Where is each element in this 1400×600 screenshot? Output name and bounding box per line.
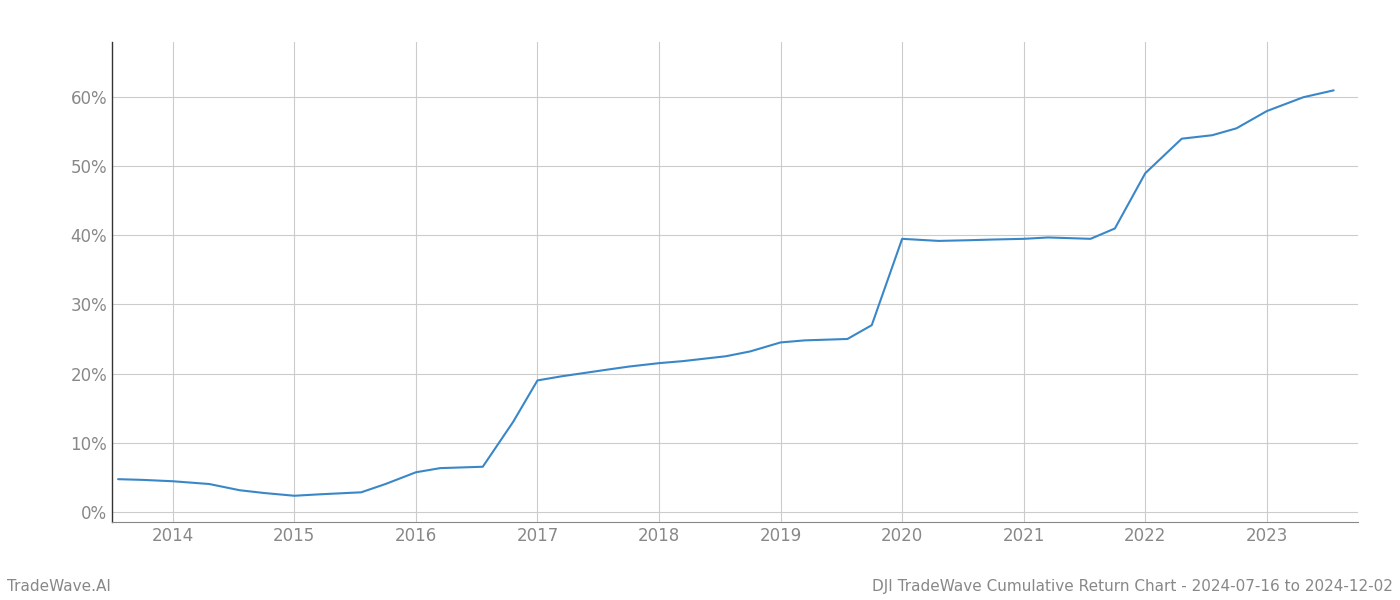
Text: TradeWave.AI: TradeWave.AI [7, 579, 111, 594]
Text: DJI TradeWave Cumulative Return Chart - 2024-07-16 to 2024-12-02: DJI TradeWave Cumulative Return Chart - … [872, 579, 1393, 594]
